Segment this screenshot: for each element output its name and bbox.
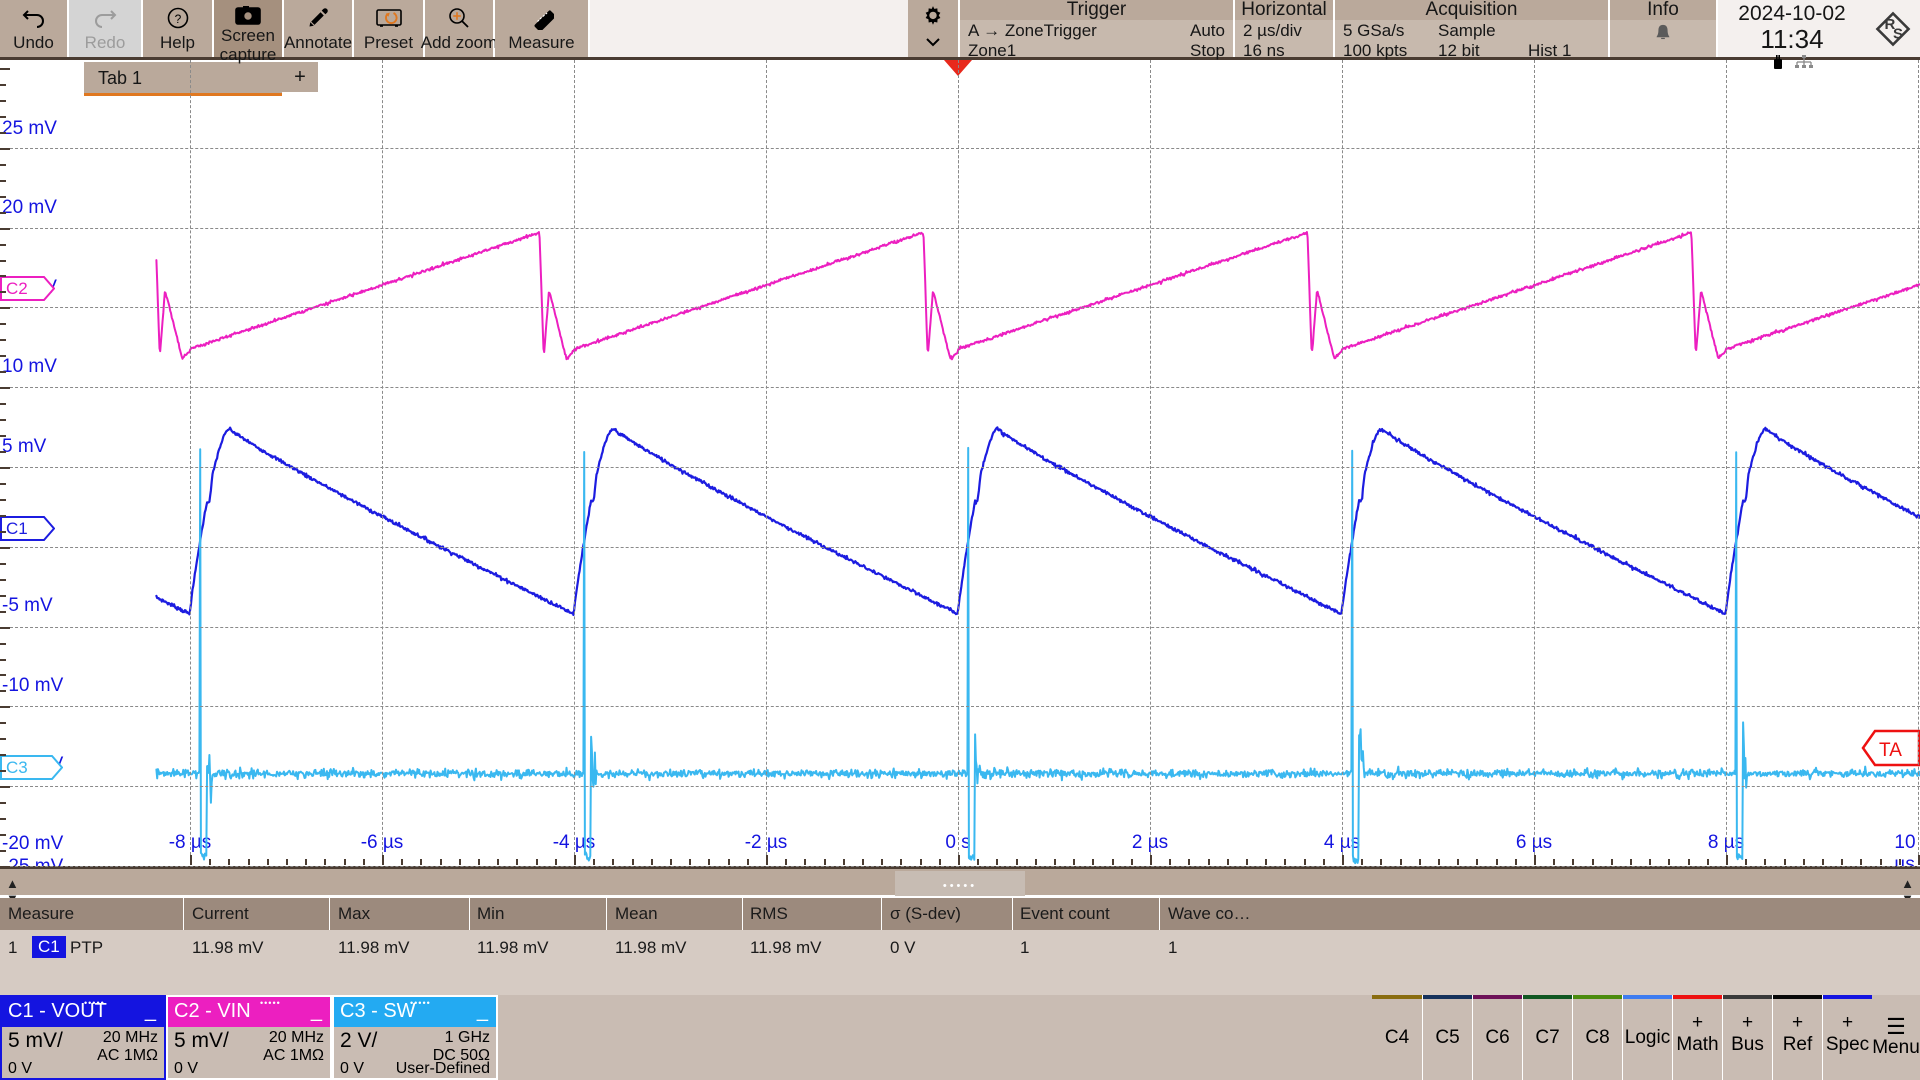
- svg-text:S: S: [1893, 25, 1903, 42]
- svg-text:?: ?: [174, 12, 181, 26]
